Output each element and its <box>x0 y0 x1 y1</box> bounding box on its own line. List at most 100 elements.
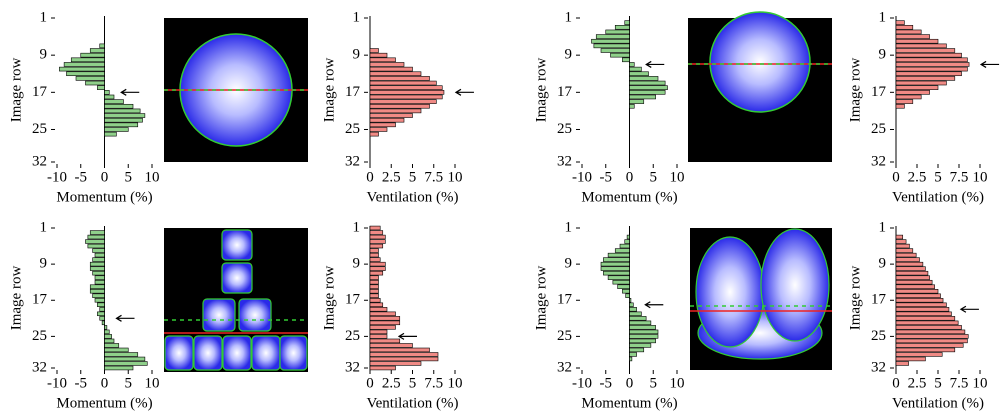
x-tick-label: 2.5 <box>908 169 927 185</box>
y-tick-label: 1 <box>40 219 48 235</box>
bar <box>370 271 383 275</box>
x-tick-label: 7.5 <box>950 375 969 391</box>
x-axis-title: Ventilation (%) <box>892 395 984 411</box>
x-axis-title: Momentum (%) <box>56 189 152 205</box>
x-axis-title: Momentum (%) <box>56 395 152 411</box>
bar <box>896 344 963 348</box>
bar <box>370 262 385 266</box>
bar <box>67 72 105 76</box>
bar <box>370 289 379 293</box>
y-tick-label: 1 <box>40 9 48 25</box>
x-axis-title: Momentum (%) <box>581 395 677 411</box>
y-tick-label: 32 <box>32 359 47 375</box>
bar <box>90 289 104 293</box>
bar <box>630 339 656 343</box>
bar <box>601 267 630 271</box>
bar <box>370 325 396 329</box>
bar <box>896 339 967 343</box>
x-tick-label: 5 <box>934 375 942 391</box>
bar <box>370 312 396 316</box>
bar <box>896 330 965 334</box>
bar <box>608 276 629 280</box>
bar <box>105 366 134 370</box>
bar <box>100 44 105 48</box>
bar <box>896 312 951 316</box>
bar <box>896 72 962 76</box>
bar <box>100 307 105 311</box>
x-tick-label: 2.5 <box>382 169 401 185</box>
bar <box>896 357 925 361</box>
y-tick-label: 25 <box>871 121 886 137</box>
y-tick-label: 17 <box>871 84 887 100</box>
image-top-right <box>688 12 832 162</box>
arrow <box>456 89 474 95</box>
bar <box>370 316 400 320</box>
x-tick-label: 2.5 <box>382 375 401 391</box>
bar <box>592 39 630 43</box>
bar <box>95 280 105 284</box>
y-tick-label: 1 <box>879 219 887 235</box>
bar <box>896 90 930 94</box>
bar <box>896 81 946 85</box>
bar <box>896 285 935 289</box>
image-bottom-left <box>164 228 308 372</box>
y-tick-label: 1 <box>565 219 573 235</box>
bar <box>370 235 385 239</box>
bar <box>105 90 110 94</box>
y-axis-title: Image row <box>847 58 863 123</box>
bar <box>615 25 629 29</box>
bar <box>370 109 421 113</box>
page: {"chart_data": [ {"type": "barh", "xlabe… <box>0 0 1003 418</box>
arrow <box>121 89 139 95</box>
bar <box>370 330 387 334</box>
image-bottom-right <box>690 228 832 370</box>
bar <box>97 303 104 307</box>
bar <box>613 280 630 284</box>
bar <box>370 353 438 357</box>
bar <box>896 44 946 48</box>
x-tick-label: 5 <box>934 169 942 185</box>
x-tick-label: 0 <box>366 169 374 185</box>
bar <box>370 249 379 253</box>
bar <box>370 244 383 248</box>
bar <box>370 334 387 338</box>
y-tick-label: 32 <box>345 153 360 169</box>
bar <box>630 334 659 338</box>
bar <box>370 366 396 370</box>
y-tick-label: 25 <box>32 121 47 137</box>
bar <box>896 258 920 262</box>
bar <box>896 325 962 329</box>
bar <box>630 67 642 71</box>
bar <box>93 249 105 253</box>
bar <box>370 118 404 122</box>
bar <box>370 62 404 66</box>
bar <box>370 100 436 104</box>
bar <box>630 72 649 76</box>
x-tick-label: 0 <box>626 169 634 185</box>
x-tick-label: 10 <box>448 375 463 391</box>
bar <box>370 104 430 108</box>
bar <box>630 303 634 307</box>
y-tick-label: 25 <box>557 121 572 137</box>
bar <box>370 67 413 71</box>
bar <box>105 118 143 122</box>
y-axis-title: Image row <box>321 58 337 123</box>
y-tick-label: 9 <box>565 256 573 272</box>
y-tick-label: 1 <box>353 9 361 25</box>
bar <box>90 267 104 271</box>
bar <box>105 123 138 127</box>
bar <box>90 285 104 289</box>
bar <box>606 30 630 34</box>
y-tick-label: 25 <box>557 328 572 344</box>
y-axis-title: Image row <box>321 266 337 331</box>
bar <box>370 226 380 230</box>
x-tick-label: -10 <box>572 169 592 185</box>
bar <box>896 267 925 271</box>
y-tick-label: 17 <box>32 292 48 308</box>
bar <box>105 100 124 104</box>
bar <box>625 21 630 25</box>
x-tick-label: 7.5 <box>424 169 443 185</box>
bar <box>601 262 630 266</box>
bar <box>603 271 629 275</box>
bar <box>370 303 383 307</box>
